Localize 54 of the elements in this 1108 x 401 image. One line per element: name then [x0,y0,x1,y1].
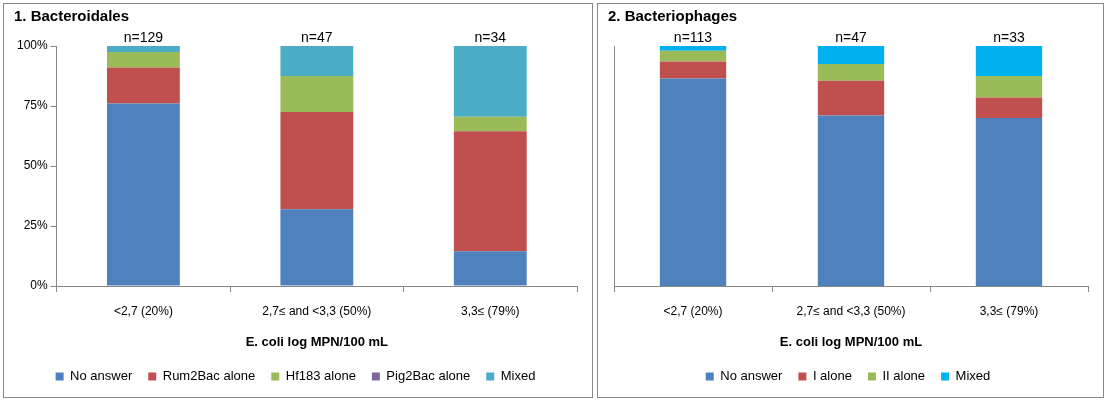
bar [453,46,527,117]
legend-label: II alone [882,368,926,384]
bar [106,46,180,52]
bar [659,78,727,286]
bar [106,52,180,68]
bar [280,46,354,76]
x-tick-label: <2,7 (20%) [663,303,723,318]
annotation: n=33 [993,28,1025,45]
x-tick-label: 2,7≤ and <3,3 (50%) [796,303,906,318]
legend-label: Hf183 alone [285,368,356,384]
y-tick-label: 25% [23,218,49,233]
legend-label: Mixed [955,368,991,384]
legend-label: Rum2Bac alone [162,368,256,384]
x-tick-label: 3,3≤ (79%) [979,303,1039,318]
bar [817,46,885,64]
x-tick-label: <2,7 (20%) [113,303,173,318]
bar [817,64,885,81]
legend-label: I alone [812,368,852,384]
bar [659,61,727,79]
legend-label: No answer [720,368,784,384]
bar [453,116,527,132]
legend-label: Pig2Bac alone [386,368,471,384]
bar [280,112,354,210]
bar [453,131,527,252]
x-axis-title: E. coli log MPN/100 mL [779,333,923,349]
y-tick-label: 75% [23,98,49,113]
bar [975,97,1043,118]
chart-title: 1. Bacteroidales [14,7,130,25]
bar [106,67,180,104]
y-tick-label: 100% [16,38,49,53]
bar [975,118,1043,286]
bar [453,251,527,286]
annotation: n=47 [301,28,333,45]
annotation: n=113 [673,28,713,45]
bar [817,115,885,286]
annotation: n=47 [835,28,867,45]
bar [975,46,1043,76]
y-tick-label: 0% [30,278,49,293]
chart-title: 2. Bacteriophages [608,7,738,25]
bar [280,76,354,112]
x-axis-title: E. coli log MPN/100 mL [245,333,389,349]
bar [659,50,727,62]
annotation: n=34 [474,28,507,45]
bar [975,76,1043,98]
legend-label: No answer [70,368,133,384]
bar [106,103,180,286]
x-tick-label: 2,7≤ and <3,3 (50%) [262,303,372,318]
bar [280,209,354,286]
bar [817,80,885,116]
y-tick-label: 50% [23,158,49,173]
bar [659,46,727,51]
annotation: n=129 [123,28,164,45]
x-tick-label: 3,3≤ (79%) [460,303,520,318]
legend-label: Mixed [500,368,536,384]
